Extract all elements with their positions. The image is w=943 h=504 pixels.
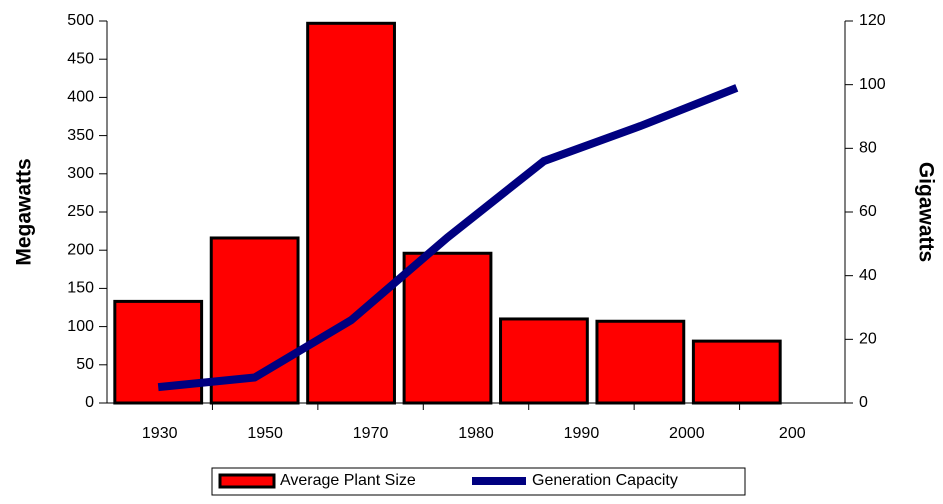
bar	[402, 251, 493, 405]
y-tick-label: 500	[67, 12, 94, 29]
y-tick-label: 150	[67, 280, 94, 297]
x-tick-label: 2000	[669, 425, 705, 442]
y-tick-label: 400	[67, 89, 94, 106]
x-tick-label: 200	[779, 425, 806, 442]
y-tick-label: 300	[67, 165, 94, 182]
bar	[595, 319, 686, 405]
x-tick-label: 1950	[247, 425, 283, 442]
y-axis-title: Megawatts	[13, 158, 36, 265]
x-tick-label: 1970	[353, 425, 389, 442]
y2-tick-label: 0	[859, 394, 868, 411]
legend-label: Generation Capacity	[532, 472, 678, 489]
bar	[499, 317, 589, 405]
y-tick-label: 200	[67, 241, 94, 258]
line	[157, 84, 739, 392]
y2-tick-label: 60	[859, 203, 877, 220]
legend-label: Average Plant Size	[280, 472, 416, 489]
y-tick-label: 100	[67, 318, 94, 335]
y-tick-label: 350	[67, 127, 94, 144]
y2-tick-label: 40	[859, 267, 877, 284]
y2-tick-label: 20	[859, 331, 877, 348]
y-tick-label: 0	[85, 394, 94, 411]
x-tick-label: 1990	[564, 425, 600, 442]
x-tick-label: 1980	[458, 425, 494, 442]
y2-tick-label: 100	[859, 76, 886, 93]
y2-axis-title: Gigawatts	[914, 162, 937, 262]
legend-swatch	[218, 473, 276, 489]
y-tick-label: 450	[67, 50, 94, 67]
y-tick-label: 50	[76, 356, 94, 373]
bar	[691, 339, 782, 405]
y2-tick-label: 80	[859, 140, 877, 157]
bar	[306, 21, 396, 405]
y2-tick-label: 120	[859, 12, 886, 29]
y-tick-label: 250	[67, 203, 94, 220]
x-tick-label: 1930	[142, 425, 178, 442]
